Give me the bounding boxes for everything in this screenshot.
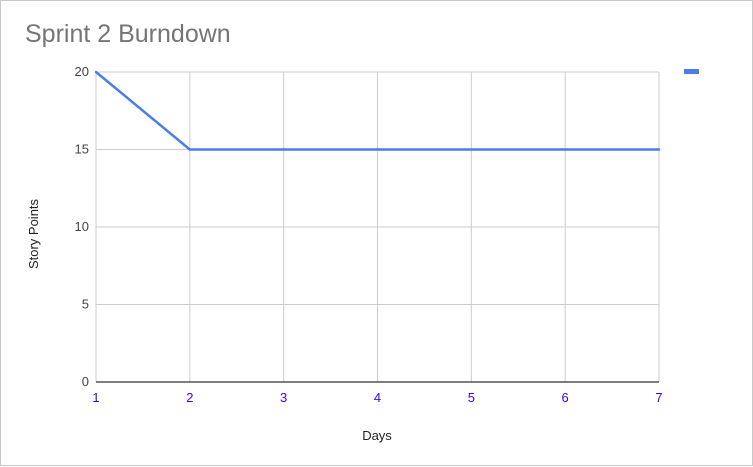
x-tick-label: 2 xyxy=(186,390,193,405)
series-layer xyxy=(94,70,661,151)
legend-swatch xyxy=(684,69,699,74)
x-axis-label: Days xyxy=(362,428,392,443)
x-tick-label: 3 xyxy=(280,390,287,405)
data-point xyxy=(563,148,567,151)
y-tick-label: 20 xyxy=(75,64,89,79)
y-axis-label: Story Points xyxy=(26,198,41,269)
legend xyxy=(684,69,699,74)
y-tick-label: 0 xyxy=(82,374,89,389)
data-point xyxy=(376,148,379,151)
x-tick-label: 6 xyxy=(562,390,569,405)
data-point xyxy=(282,148,285,151)
chart-title: Sprint 2 Burndown xyxy=(25,20,231,48)
y-tick-label: 10 xyxy=(75,219,89,234)
grid xyxy=(95,71,660,382)
data-point xyxy=(470,148,473,151)
x-tick-label: 7 xyxy=(655,390,662,405)
data-point xyxy=(657,148,661,151)
data-point xyxy=(94,70,98,74)
tick-labels: 0 5 10 15 20 1 2 3 4 5 6 7 xyxy=(75,64,663,405)
x-tick-label: 5 xyxy=(468,390,475,405)
x-tick-label: 1 xyxy=(92,390,99,405)
data-point xyxy=(188,148,192,151)
y-tick-label: 15 xyxy=(75,142,89,157)
x-tick-label: 4 xyxy=(374,390,381,405)
y-tick-label: 5 xyxy=(82,297,89,312)
